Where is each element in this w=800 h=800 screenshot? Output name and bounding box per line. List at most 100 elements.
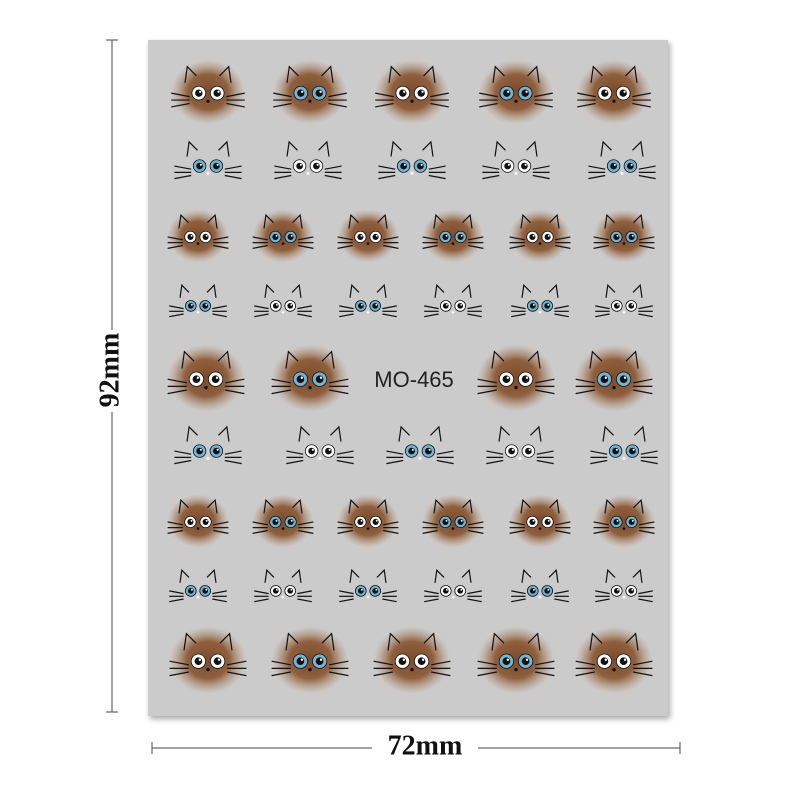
cat-pupil (187, 588, 194, 594)
cat-pupil (544, 303, 551, 309)
cat-whisker (467, 590, 482, 595)
cat-pupil (213, 162, 220, 170)
cat-sticker (424, 568, 482, 603)
cat-ear (263, 213, 274, 229)
cat-whisker (593, 521, 609, 526)
cat-fur (167, 209, 229, 263)
cat-eye-shine (190, 303, 193, 306)
cat-ear (589, 350, 603, 369)
cat-whisker (375, 102, 394, 108)
cat-whisker (590, 450, 608, 455)
cat-ear (264, 283, 275, 298)
cat-pupil (372, 518, 379, 525)
cat-whisker (639, 244, 655, 249)
cat-eye-shine (445, 234, 448, 237)
cat-eye-shine (460, 519, 463, 522)
cat-eye-shine (403, 163, 406, 166)
cat-whisker (254, 590, 269, 595)
cat-whisker (633, 378, 653, 384)
cat-whisker (224, 450, 242, 455)
cat-pupil (357, 518, 364, 525)
cat-whisker (329, 671, 349, 677)
cat-nose (410, 667, 414, 672)
cat-fur (337, 494, 399, 548)
cat-ear (388, 65, 401, 83)
cat-fur (479, 59, 553, 125)
cat-whisker (477, 389, 497, 395)
cat-nose (538, 595, 542, 599)
cat-ear (292, 498, 303, 514)
cat-sticker (482, 140, 550, 180)
cat-eye-shine (328, 448, 331, 451)
cat-whisker (271, 389, 291, 395)
cat-whisker (169, 313, 184, 318)
cat-whisker (212, 313, 227, 318)
height-label: 92mm (94, 333, 125, 408)
cat-nose (196, 595, 200, 599)
cat-nose (538, 310, 542, 314)
cat-pupil (544, 588, 551, 594)
cat-whisker (252, 236, 268, 241)
cat-whisker (167, 236, 183, 241)
cat-pupil (272, 518, 279, 525)
cat-whisker (479, 102, 498, 108)
cat-whisker (509, 236, 525, 241)
cat-eye-shine (631, 519, 634, 522)
cat-sticker (375, 59, 449, 125)
cat-whisker (254, 598, 269, 603)
cat-fur (577, 59, 651, 125)
cat-fur (171, 59, 245, 125)
cat-whisker (213, 521, 229, 526)
cat-pupil (612, 447, 619, 455)
cat-whisker (254, 313, 269, 318)
cat-whisker (382, 598, 397, 603)
cat-pupil (296, 162, 303, 170)
cat-ear (430, 425, 442, 442)
cat-sticker (595, 283, 653, 318)
cat-whisker (588, 165, 606, 170)
cat-eye-shine (205, 234, 208, 237)
cat-pupil (297, 89, 305, 97)
cat-ear (321, 65, 334, 83)
cat-whisker (467, 598, 482, 603)
cat-eye-shine (205, 519, 208, 522)
cat-ear (521, 283, 532, 298)
cat-eye-shine (275, 519, 278, 522)
cat-ear (461, 568, 472, 583)
cat-whisker (226, 102, 245, 108)
cat-ear (291, 283, 302, 298)
cat-whisker (271, 660, 291, 666)
cat-eye-shine (632, 448, 635, 451)
cat-whisker (274, 174, 292, 180)
cat-pupil (417, 657, 426, 666)
cat-whisker (224, 165, 242, 170)
cat-eye-shine (623, 90, 626, 93)
cat-ear (521, 568, 532, 583)
cat-pupil (600, 657, 609, 666)
cat-nose (622, 242, 626, 245)
cat-whisker (479, 92, 498, 98)
cat-fur (593, 209, 655, 263)
cat-pupil (372, 588, 379, 594)
cat-whisker (329, 660, 349, 666)
cat-whisker (535, 671, 555, 677)
cat-whisker (225, 389, 245, 395)
cat-fur (477, 626, 555, 694)
cat-ear (264, 568, 275, 583)
cat-ear (520, 213, 531, 229)
cat-whisker (588, 174, 606, 180)
cat-ear (600, 140, 612, 157)
cat-whisker (595, 313, 610, 318)
cat-whisker (633, 671, 653, 677)
cat-whisker (174, 174, 192, 180)
cat-eye-shine (616, 588, 619, 591)
cat-fur (169, 626, 247, 694)
cat-whisker (337, 236, 353, 241)
cat-eye-shine (275, 588, 278, 591)
cat-pupil (442, 518, 449, 525)
cat-pupil (187, 233, 194, 240)
cat-eye-shine (300, 376, 304, 379)
cat-pupil (529, 233, 536, 240)
cat-pupil (202, 303, 209, 309)
cat-whisker (593, 236, 609, 241)
